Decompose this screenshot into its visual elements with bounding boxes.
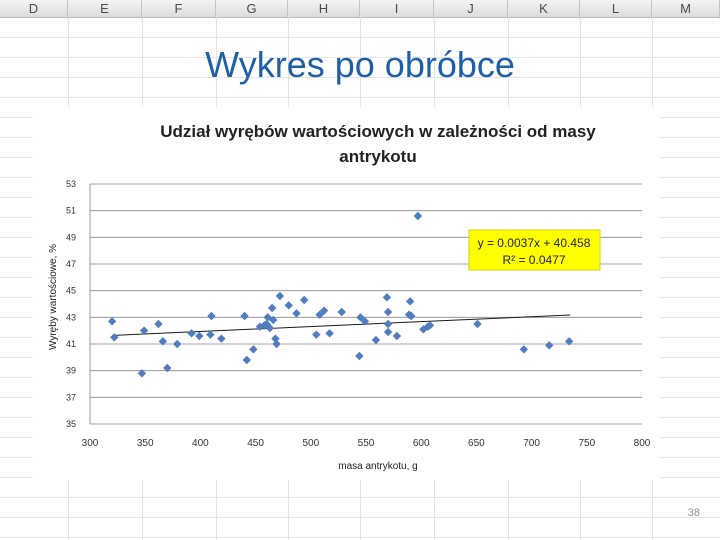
- chart-title-line-1: Udział wyrębów wartościowych w zależnośc…: [160, 122, 596, 141]
- y-tick-label: 43: [66, 312, 76, 322]
- data-point: [383, 319, 393, 329]
- data-point: [206, 330, 215, 339]
- data-point: [360, 317, 370, 326]
- x-tick-label: 650: [468, 438, 485, 449]
- data-point: [382, 293, 392, 302]
- scatter-chart: Udział wyrębów wartościowych w zależnośc…: [33, 107, 659, 480]
- x-tick-label: 800: [634, 438, 651, 449]
- chart-area[interactable]: Udział wyrębów wartościowych w zależnośc…: [33, 107, 659, 480]
- x-axis-label: masa antrykotu, g: [338, 461, 417, 472]
- data-point: [275, 291, 285, 301]
- data-point: [217, 334, 226, 343]
- data-point: [240, 311, 249, 321]
- x-tick-label: 400: [192, 438, 209, 449]
- data-point: [425, 321, 435, 330]
- data-point: [319, 306, 329, 315]
- cell-grid-hline: [0, 97, 720, 98]
- trendline-equation: y = 0.0037x + 40.458: [478, 236, 591, 250]
- data-point: [312, 330, 321, 339]
- y-axis-label: Wyręby wartościowe, %: [48, 244, 59, 350]
- data-point: [154, 319, 163, 329]
- y-axis-ticks: 35 37 39 41 43 45 47 49 51 53: [66, 179, 76, 429]
- data-point: [383, 327, 393, 337]
- data-point: [299, 295, 309, 305]
- data-point: [405, 297, 415, 306]
- x-tick-label: 700: [523, 438, 540, 449]
- data-point: [269, 315, 278, 325]
- cell-grid-hline: [0, 77, 720, 78]
- data-point: [139, 326, 149, 335]
- column-header-d[interactable]: D: [0, 0, 68, 17]
- x-tick-label: 550: [358, 438, 375, 449]
- y-tick-label: 41: [66, 339, 76, 349]
- cell-grid-hline: [0, 537, 720, 538]
- data-point: [284, 301, 293, 310]
- y-tick-label: 51: [66, 206, 76, 216]
- data-point: [315, 310, 324, 319]
- y-tick-label: 53: [66, 179, 76, 189]
- column-header-h[interactable]: H: [288, 0, 360, 17]
- data-point: [249, 345, 258, 354]
- chart-background: [33, 107, 659, 480]
- column-header-g[interactable]: G: [216, 0, 288, 17]
- y-tick-label: 49: [66, 232, 76, 242]
- slide-title: Wykres po obróbce: [205, 44, 515, 85]
- data-point: [383, 307, 393, 317]
- data-point: [173, 339, 182, 349]
- y-tick-label: 37: [66, 392, 76, 402]
- data-point: [195, 331, 204, 341]
- data-point: [272, 339, 281, 349]
- column-header-j[interactable]: J: [434, 0, 508, 17]
- x-tick-label: 500: [302, 438, 319, 449]
- data-point: [110, 333, 119, 342]
- data-point: [187, 329, 196, 338]
- x-tick-label: 450: [247, 438, 264, 449]
- data-point: [371, 335, 381, 345]
- data-point: [325, 329, 334, 338]
- trend-line: [112, 314, 571, 336]
- column-header-l[interactable]: L: [580, 0, 652, 17]
- data-point: [356, 313, 365, 322]
- column-header-f[interactable]: F: [142, 0, 216, 17]
- data-point: [407, 311, 416, 321]
- column-header-k[interactable]: K: [508, 0, 580, 17]
- data-point: [107, 317, 117, 326]
- chart-title-line-2: antrykotu: [339, 147, 416, 166]
- data-point: [473, 319, 482, 329]
- r-squared-label: R² = 0.0477: [502, 253, 565, 267]
- x-tick-label: 350: [137, 438, 154, 449]
- x-tick-label: 600: [413, 438, 430, 449]
- data-point: [271, 334, 280, 343]
- cell-grid-hline: [0, 57, 720, 58]
- cell-grid-hline: [0, 497, 720, 498]
- x-tick-label: 300: [82, 438, 99, 449]
- equation-box: [468, 229, 601, 271]
- column-header-e[interactable]: E: [68, 0, 142, 17]
- column-header-m[interactable]: M: [652, 0, 720, 17]
- y-tick-label: 35: [66, 419, 76, 429]
- data-point: [242, 355, 251, 365]
- data-point: [158, 337, 168, 346]
- data-point: [355, 351, 364, 361]
- slide-page-number: 38: [687, 507, 700, 519]
- data-point: [207, 311, 216, 321]
- column-header-i[interactable]: I: [360, 0, 434, 17]
- column-header-bar: D E F G H I J K L M: [0, 0, 720, 18]
- data-point: [545, 341, 554, 350]
- cell-grid-hline: [0, 37, 720, 38]
- data-point: [392, 331, 402, 341]
- cell-grid-hline: [0, 517, 720, 518]
- x-tick-label: 750: [578, 438, 595, 449]
- data-point: [337, 307, 346, 317]
- data-point: [564, 337, 574, 346]
- y-tick-label: 45: [66, 286, 76, 296]
- data-point: [292, 309, 301, 318]
- data-points: [107, 211, 574, 378]
- y-tick-label: 39: [66, 366, 76, 376]
- y-tick-label: 47: [66, 259, 76, 269]
- data-point: [163, 363, 172, 373]
- x-axis-ticks: 300 350 400 450 500 550 600 650 700 750 800: [82, 438, 651, 449]
